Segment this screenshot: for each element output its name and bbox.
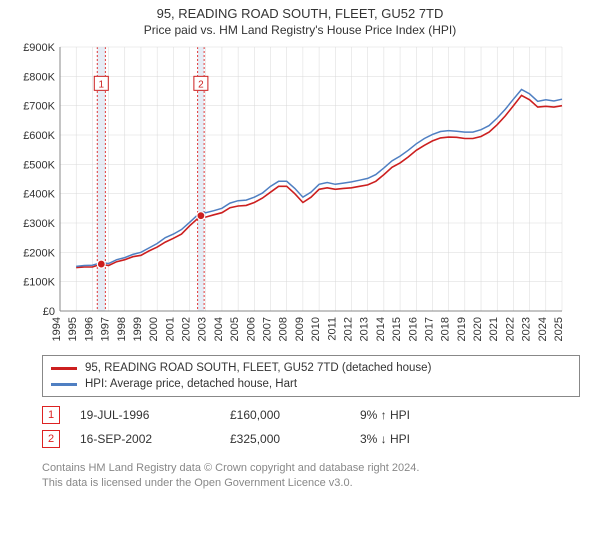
svg-text:1996: 1996 [83,317,95,341]
svg-text:1998: 1998 [116,317,128,341]
marker-badge: 2 [42,430,60,448]
svg-text:2011: 2011 [326,317,338,341]
svg-text:2021: 2021 [488,317,500,341]
svg-text:1: 1 [99,79,105,90]
svg-text:2: 2 [198,79,204,90]
svg-text:£200K: £200K [23,247,55,259]
svg-text:£400K: £400K [23,189,55,201]
marker-badge: 1 [42,406,60,424]
svg-text:2000: 2000 [148,317,160,341]
svg-text:2001: 2001 [164,317,176,341]
svg-text:£800K: £800K [23,71,55,83]
svg-text:£100K: £100K [23,277,55,289]
svg-text:1994: 1994 [51,317,63,341]
footer-line: This data is licensed under the Open Gov… [42,476,562,491]
svg-text:£700K: £700K [23,101,55,113]
svg-text:2012: 2012 [342,317,354,341]
svg-text:2004: 2004 [213,317,225,341]
svg-text:2020: 2020 [472,317,484,341]
sale-date: 16-SEP-2002 [80,432,230,446]
footer: Contains HM Land Registry data © Crown c… [42,461,562,491]
legend-item: HPI: Average price, detached house, Hart [51,376,571,392]
svg-text:2015: 2015 [391,317,403,341]
svg-text:£600K: £600K [23,130,55,142]
sale-hpi: 3% ↓ HPI [360,432,410,446]
legend-swatch [51,383,77,386]
legend: 95, READING ROAD SOUTH, FLEET, GU52 7TD … [42,355,580,397]
svg-text:2006: 2006 [245,317,257,341]
svg-text:2019: 2019 [456,317,468,341]
legend-label: HPI: Average price, detached house, Hart [85,378,297,390]
svg-text:2018: 2018 [440,317,452,341]
svg-text:2007: 2007 [262,317,274,341]
table-row: 1 19-JUL-1996 £160,000 9% ↑ HPI [42,403,562,427]
svg-text:2010: 2010 [310,317,322,341]
sale-price: £325,000 [230,432,360,446]
svg-text:2013: 2013 [359,317,371,341]
svg-text:2017: 2017 [423,317,435,341]
svg-text:1997: 1997 [100,317,112,341]
svg-text:2008: 2008 [278,317,290,341]
price-chart: 1994 1995 1996 1997 1998 1999 2000 2001 2002 2003… [12,39,572,349]
svg-text:2003: 2003 [197,317,209,341]
sale-date: 19-JUL-1996 [80,408,230,422]
svg-text:2005: 2005 [229,317,241,341]
svg-text:2002: 2002 [181,317,193,341]
sale-hpi: 9% ↑ HPI [360,408,410,422]
legend-swatch [51,367,77,370]
svg-text:£0: £0 [43,306,55,318]
svg-text:£300K: £300K [23,218,55,230]
page-title: 95, READING ROAD SOUTH, FLEET, GU52 7TD [12,6,588,21]
svg-text:2023: 2023 [521,317,533,341]
svg-text:2009: 2009 [294,317,306,341]
svg-text:2025: 2025 [553,317,565,341]
svg-text:£500K: £500K [23,159,55,171]
page-subtitle: Price paid vs. HM Land Registry's House … [12,23,588,37]
sale-price: £160,000 [230,408,360,422]
legend-item: 95, READING ROAD SOUTH, FLEET, GU52 7TD … [51,360,571,376]
svg-text:1995: 1995 [67,317,79,341]
table-row: 2 16-SEP-2002 £325,000 3% ↓ HPI [42,427,562,451]
svg-text:2022: 2022 [504,317,516,341]
footer-line: Contains HM Land Registry data © Crown c… [42,461,562,476]
legend-label: 95, READING ROAD SOUTH, FLEET, GU52 7TD … [85,362,431,374]
svg-text:2016: 2016 [407,317,419,341]
svg-text:£900K: £900K [23,42,55,54]
svg-text:2014: 2014 [375,317,387,341]
svg-text:1999: 1999 [132,317,144,341]
svg-text:2024: 2024 [537,317,549,341]
sales-table: 1 19-JUL-1996 £160,000 9% ↑ HPI 2 16-SEP… [42,403,562,451]
